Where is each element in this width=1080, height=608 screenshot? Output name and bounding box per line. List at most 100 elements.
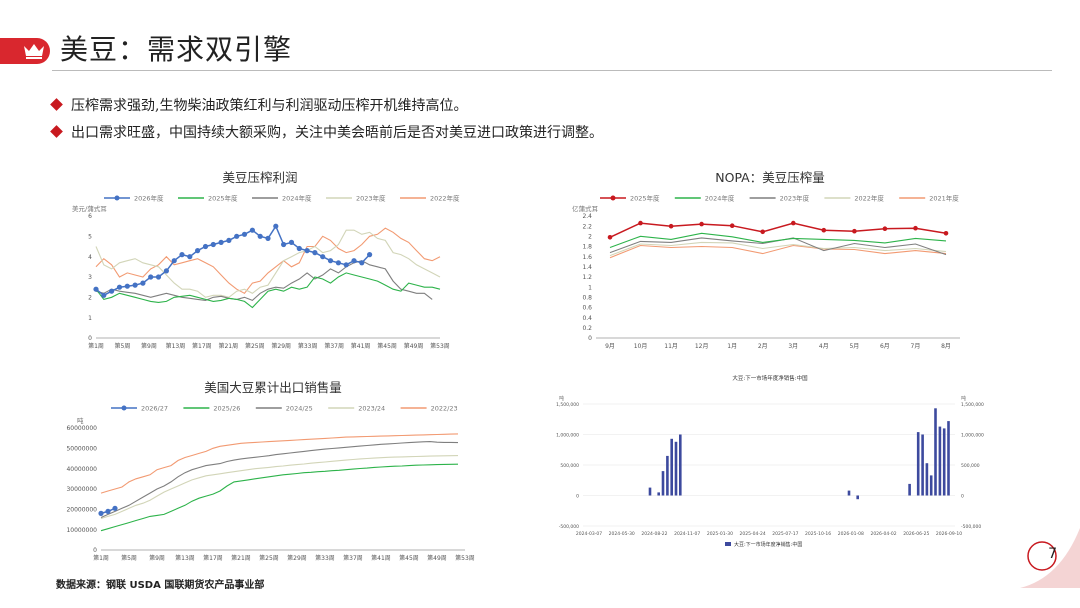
y-tick-label: 10000000	[66, 527, 97, 534]
data-point	[124, 283, 130, 289]
x-tick-label: 2024-08-22	[641, 531, 667, 537]
data-point	[112, 505, 118, 511]
bar	[938, 426, 942, 496]
y-tick-label: 0.6	[582, 305, 592, 312]
legend-label: 2023/24	[358, 405, 385, 413]
y-tick-label: 2.2	[582, 223, 592, 230]
page-title: 美豆：需求双引擎	[60, 33, 293, 66]
x-tick-label: 第53周	[455, 554, 475, 562]
series-line	[609, 244, 947, 259]
series-line	[95, 272, 441, 309]
x-tick-label: 第9周	[141, 342, 157, 350]
x-tick-label: 第1周	[88, 342, 104, 350]
x-tick-label: 第49周	[427, 554, 447, 562]
bullet-item-1: 压榨需求强劲,生物柴油政策红利与利润驱动压榨开机维持高位。	[50, 95, 467, 115]
data-point	[265, 235, 271, 241]
x-tick-label: 第21周	[231, 554, 251, 562]
data-point	[312, 250, 318, 256]
bar	[674, 441, 678, 496]
y-tick-label: 5	[88, 234, 92, 241]
data-point	[367, 252, 373, 258]
y-tick-label-right: 500,000	[961, 463, 980, 469]
bar	[929, 475, 933, 496]
bar	[648, 487, 652, 496]
x-tick-label: 第41周	[371, 554, 391, 562]
series-line	[100, 455, 459, 520]
chart-title: 大豆:下一市场年度净销售:中国	[732, 374, 808, 382]
x-tick-label: 第17周	[192, 342, 212, 350]
legend-label: 2022年度	[430, 194, 460, 203]
data-point	[882, 226, 888, 231]
y-tick-label: 0.8	[582, 295, 592, 302]
x-tick-label: 第53周	[430, 342, 450, 350]
data-point	[351, 258, 357, 264]
series-line	[609, 241, 947, 257]
y-tick-label: 1.8	[582, 244, 592, 251]
y-tick-label-right: 0	[961, 494, 964, 500]
data-point	[607, 235, 613, 240]
bar	[916, 432, 920, 496]
data-point	[729, 223, 735, 228]
legend-marker	[610, 195, 616, 201]
x-tick-label: 2026-09-10	[936, 531, 962, 537]
data-point	[296, 245, 302, 252]
x-tick-label: 1月	[727, 343, 737, 350]
data-point	[273, 223, 279, 229]
legend-label: 2022/23	[431, 405, 458, 413]
series-line	[95, 229, 441, 298]
brand-logo	[0, 38, 50, 64]
data-point	[821, 227, 827, 233]
data-point	[202, 243, 209, 250]
data-point	[226, 237, 232, 243]
data-point	[241, 231, 248, 237]
legend-label: 2023年度	[780, 194, 810, 203]
x-tick-label: 第33周	[298, 342, 318, 350]
data-point	[105, 508, 111, 514]
legend-label: 2025/26	[213, 405, 240, 413]
diamond-bullet-icon	[50, 125, 63, 138]
page-corner-decoration	[1020, 528, 1080, 588]
legend-marker	[121, 405, 127, 411]
legend-marker	[114, 195, 120, 201]
data-point	[699, 221, 704, 227]
y-tick-label: 2	[88, 295, 92, 302]
data-point	[791, 220, 796, 226]
data-source-note: 数据来源：钢联 USDA 国联期货农产品事业部	[56, 580, 265, 591]
y-axis-label: 吨	[77, 416, 84, 425]
y-tick-label: 60000000	[66, 425, 97, 432]
legend-label: 大豆:下一市场年度净销售:中国	[734, 541, 802, 548]
nopa-crush-chart: NOPA：美豆压榨量 2025年度 2024年度 2023年度 2022年度 2021年度…	[572, 170, 960, 350]
y-tick-label: 30000000	[66, 486, 97, 493]
series-line	[100, 441, 459, 519]
chart-title: 美豆压榨利润	[222, 170, 297, 185]
legend-label: 2025年度	[630, 194, 660, 203]
y-tick-label-right: 1,500,000	[961, 402, 984, 408]
data-point	[93, 286, 99, 292]
bar	[934, 408, 937, 496]
y-tick-label-right: -500,000	[961, 524, 981, 530]
y-tick-label: -500,000	[559, 524, 579, 530]
china-net-sales-chart: 大豆:下一市场年度净销售:中国吨 吨-500,000 -500,0000 0500,0…	[556, 374, 984, 548]
data-point	[195, 248, 201, 254]
y-axis-label: 亿蒲式耳	[572, 204, 599, 213]
data-point	[638, 220, 643, 226]
legend-label: 2021年度	[929, 194, 959, 203]
bar	[856, 495, 859, 500]
data-point	[101, 292, 107, 298]
x-tick-label: 第29周	[287, 554, 307, 562]
x-tick-label: 2月	[758, 343, 768, 350]
data-point	[249, 227, 255, 233]
legend-label: 2024年度	[282, 194, 312, 203]
page-number: 7	[1048, 546, 1057, 562]
crown-icon	[24, 44, 44, 59]
legend-label: 2025年度	[208, 194, 238, 203]
x-tick-label: 12月	[695, 343, 709, 350]
bullet-text-2: 出口需求旺盛，中国持续大额采购，关注中美会晤前后是否对美豆进口政策进行调整。	[71, 125, 603, 141]
y-tick-label: 1.6	[582, 254, 592, 261]
crush-margin-chart: 美豆压榨利润 2026年度 2025年度 2024年度 2023年度 2022年度美元/蒲…	[72, 170, 460, 350]
x-tick-label: 5月	[849, 343, 859, 350]
legend-label: 2023年度	[356, 194, 386, 203]
bar	[925, 463, 929, 496]
chart-title: 美国大豆累计出口销售量	[204, 380, 342, 395]
legend-label: 2022年度	[854, 194, 884, 203]
